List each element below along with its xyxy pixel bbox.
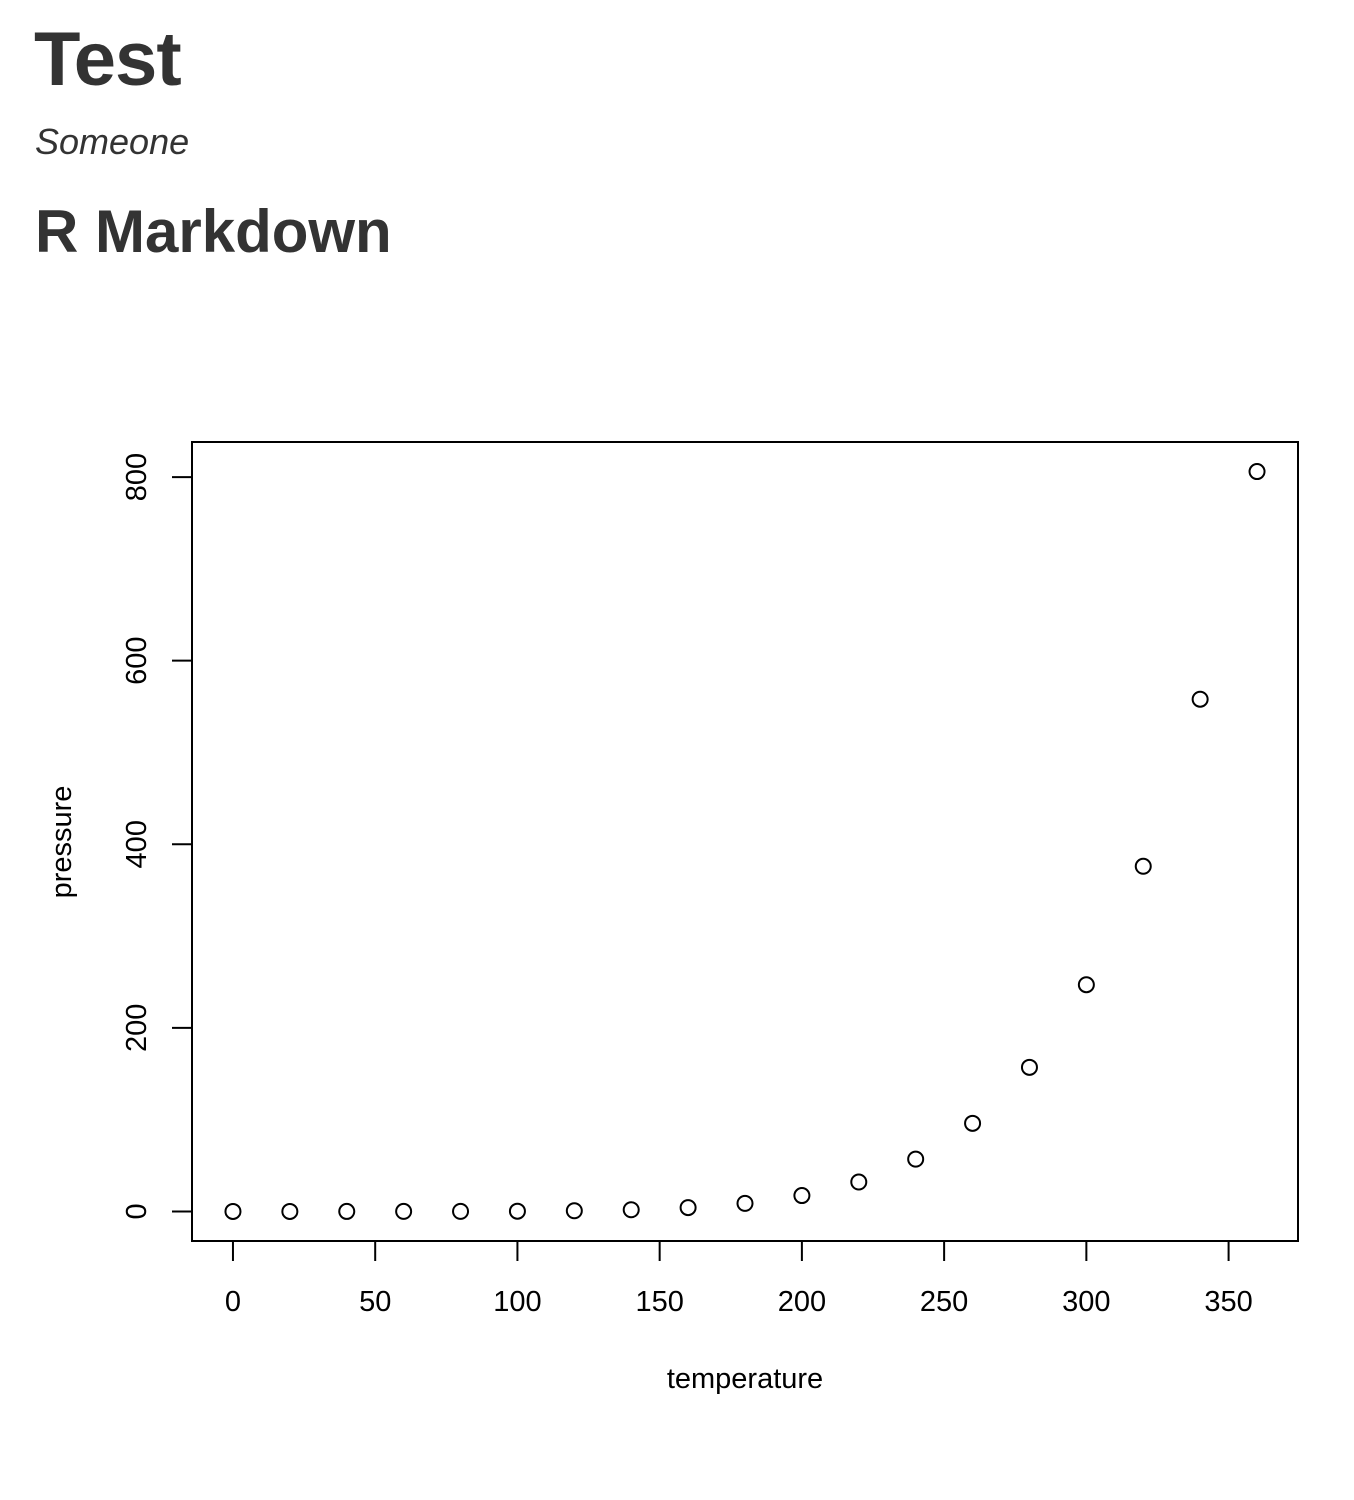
data-point	[850, 1173, 868, 1191]
x-tick-label: 200	[778, 1286, 826, 1318]
data-points	[224, 463, 1266, 1220]
data-point	[565, 1202, 583, 1220]
data-point	[622, 1201, 640, 1219]
plot-frame	[191, 441, 1299, 1242]
data-point	[1020, 1058, 1038, 1076]
x-tick-label: 350	[1204, 1286, 1252, 1318]
data-point	[1134, 857, 1152, 875]
data-point	[1248, 463, 1266, 481]
y-axis-label: pressure	[46, 786, 78, 899]
y-tick-label: 600	[121, 636, 153, 684]
data-point	[395, 1202, 413, 1220]
x-tick-label: 0	[225, 1286, 241, 1318]
data-point	[736, 1194, 754, 1212]
data-point	[907, 1150, 925, 1168]
data-point	[452, 1202, 470, 1220]
x-axis-label: temperature	[667, 1363, 823, 1395]
y-tick-label: 200	[121, 1004, 153, 1052]
y-tick-label: 400	[121, 820, 153, 868]
y-axis: 0 200 400 600 800	[121, 453, 193, 1220]
data-point	[1077, 976, 1095, 994]
document-author: Someone	[35, 121, 190, 162]
x-tick-label: 100	[493, 1286, 541, 1318]
x-axis: 0 50 100 150 200 250 300 350	[225, 1240, 1253, 1318]
data-point	[224, 1202, 242, 1220]
data-point	[1191, 690, 1209, 708]
section-heading: R Markdown	[35, 198, 392, 265]
y-tick-label: 0	[121, 1203, 153, 1219]
data-point	[338, 1202, 356, 1220]
data-point	[964, 1114, 982, 1132]
data-point	[679, 1199, 697, 1217]
data-point	[281, 1202, 299, 1220]
document-title: Test	[34, 17, 182, 102]
data-point	[793, 1187, 811, 1205]
data-point	[508, 1202, 526, 1220]
x-tick-label: 300	[1062, 1286, 1110, 1318]
x-tick-label: 50	[359, 1286, 391, 1318]
y-tick-label: 800	[121, 453, 153, 501]
x-tick-label: 150	[635, 1286, 683, 1318]
x-tick-label: 250	[920, 1286, 968, 1318]
